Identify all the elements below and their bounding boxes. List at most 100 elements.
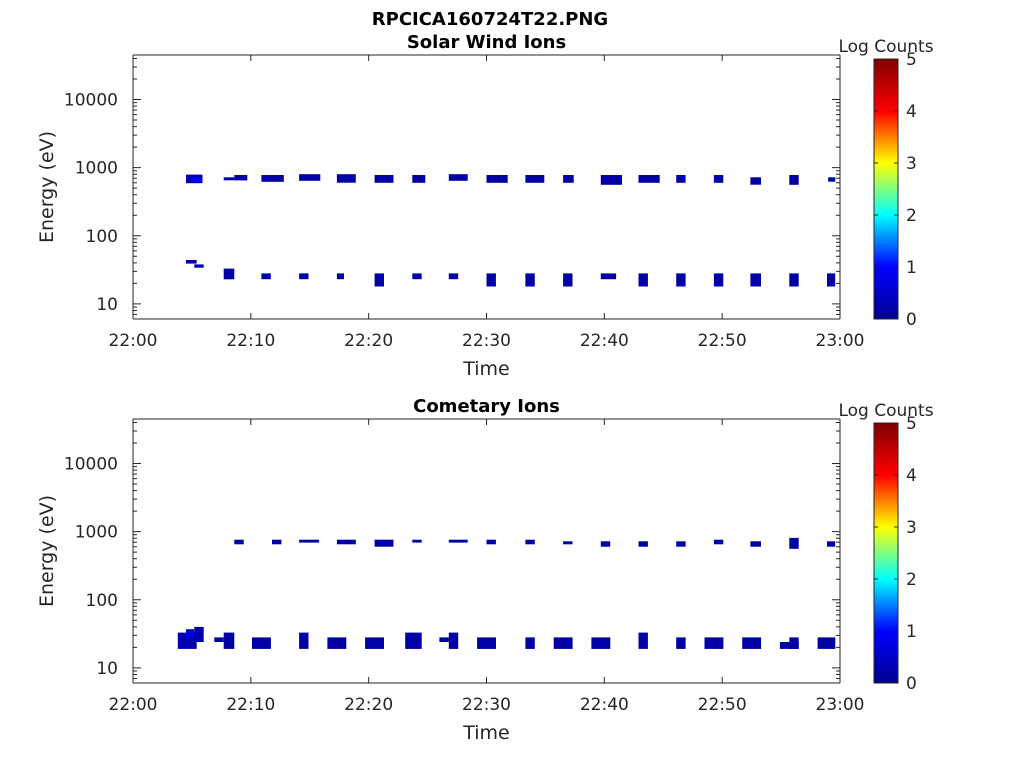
data-cell [789, 175, 799, 185]
x-tick-label: 22:20 [344, 331, 393, 351]
data-cell [186, 629, 195, 639]
data-cells [186, 174, 836, 287]
y-tick-label: 100 [86, 227, 118, 247]
data-cell [365, 637, 384, 649]
y-tick-label: 10000 [64, 91, 118, 111]
x-axis-label: Time [462, 722, 510, 744]
data-cell [750, 273, 761, 287]
data-cell [261, 175, 284, 182]
x-tick-label: 22:00 [109, 695, 158, 715]
data-cell [676, 175, 686, 183]
x-tick-label: 22:30 [462, 331, 511, 351]
data-cell [600, 541, 611, 547]
data-cell [448, 539, 468, 543]
x-axis-label: Time [462, 358, 510, 380]
colorbar-tick-label: 3 [906, 518, 917, 538]
data-cell [525, 637, 535, 649]
colorbar-label: Log Counts [838, 37, 933, 57]
data-cell [638, 273, 648, 287]
data-cell [327, 637, 347, 649]
colorbar-tick-label: 4 [906, 466, 917, 486]
data-cell [299, 273, 309, 280]
colorbar-tick-label: 2 [906, 570, 917, 590]
data-cell [742, 637, 762, 649]
data-cell [486, 539, 496, 545]
colorbar-tick-label: 0 [906, 674, 917, 694]
data-cell [750, 177, 761, 185]
data-cell [828, 177, 836, 182]
data-cell [750, 541, 761, 547]
data-cell [223, 268, 235, 280]
colorbar-tick-label: 2 [906, 206, 917, 226]
data-cell [405, 632, 422, 649]
colorbar-scale [873, 58, 899, 320]
data-cell [261, 273, 271, 280]
colorbar: Log Counts 0 1 2 3 4 5 [838, 37, 933, 330]
x-tick-label: 22:30 [462, 695, 511, 715]
data-cell [214, 637, 224, 642]
data-cell [525, 273, 535, 287]
data-cell [817, 637, 836, 649]
data-cell [439, 637, 449, 642]
data-cell [299, 174, 321, 181]
data-cell [638, 175, 660, 183]
data-cell [563, 273, 573, 287]
x-tick-label: 22:00 [109, 331, 158, 351]
data-cell [194, 264, 204, 268]
data-cell [272, 539, 282, 545]
data-cell [223, 177, 235, 181]
x-tick-label: 22:10 [226, 695, 275, 715]
y-tick-label: 10 [96, 659, 118, 679]
data-cell [223, 632, 235, 649]
data-cell [827, 273, 836, 287]
colorbar-scale [873, 422, 899, 684]
y-tick-label: 1000 [75, 159, 118, 179]
data-cell [704, 637, 724, 649]
data-cell [525, 539, 535, 545]
data-cell [299, 632, 309, 649]
x-tick-label: 23:00 [816, 331, 865, 351]
data-cell [713, 273, 724, 287]
data-cell [591, 637, 611, 649]
data-cell [448, 174, 468, 181]
data-cell [676, 541, 686, 547]
colorbar-tick-label: 5 [906, 50, 917, 70]
data-cell [486, 273, 496, 287]
colorbar-tick-label: 5 [906, 414, 917, 434]
data-cell [789, 537, 799, 549]
panel-2: 22:00 22:10 22:20 22:30 22:40 22:50 23:0010100… [36, 396, 934, 744]
data-cell [676, 637, 686, 649]
panel-1: 22:00 22:10 22:20 22:30 22:40 22:50 23:0010100… [36, 32, 934, 380]
y-axis-label: Energy (eV) [36, 495, 58, 607]
data-cell [638, 632, 648, 649]
colorbar: Log Counts 0 1 2 3 4 5 [838, 401, 933, 694]
colorbar-tick-label: 1 [906, 622, 917, 642]
figure-title: RPCICA160724T22.PNG [372, 9, 608, 30]
data-cell [186, 260, 197, 264]
data-cell [713, 175, 724, 183]
y-tick-label: 100 [86, 591, 118, 611]
data-cell [234, 175, 248, 181]
data-cell [412, 539, 422, 543]
data-cell [252, 637, 271, 649]
colorbar-tick-label: 4 [906, 102, 917, 122]
data-cell [374, 539, 394, 547]
data-cell [600, 175, 622, 185]
data-cell [194, 626, 204, 642]
data-cell [412, 273, 422, 280]
data-cell [191, 177, 203, 182]
data-cell [374, 273, 384, 287]
y-tick-label: 10000 [64, 455, 118, 475]
panels: 22:00 22:10 22:20 22:30 22:40 22:50 23:0010100… [36, 32, 934, 744]
x-tick-label: 22:50 [698, 331, 747, 351]
panel-title: Solar Wind Ions [407, 32, 566, 53]
y-axis-label: Energy (eV) [36, 131, 58, 243]
data-cell [563, 541, 573, 545]
x-tick-label: 22:50 [698, 695, 747, 715]
data-cell [299, 539, 320, 543]
data-cell [486, 175, 508, 183]
data-cell [336, 273, 344, 280]
x-tick-label: 22:40 [580, 695, 629, 715]
data-cell [713, 539, 724, 545]
colorbar-tick-label: 1 [906, 258, 917, 278]
